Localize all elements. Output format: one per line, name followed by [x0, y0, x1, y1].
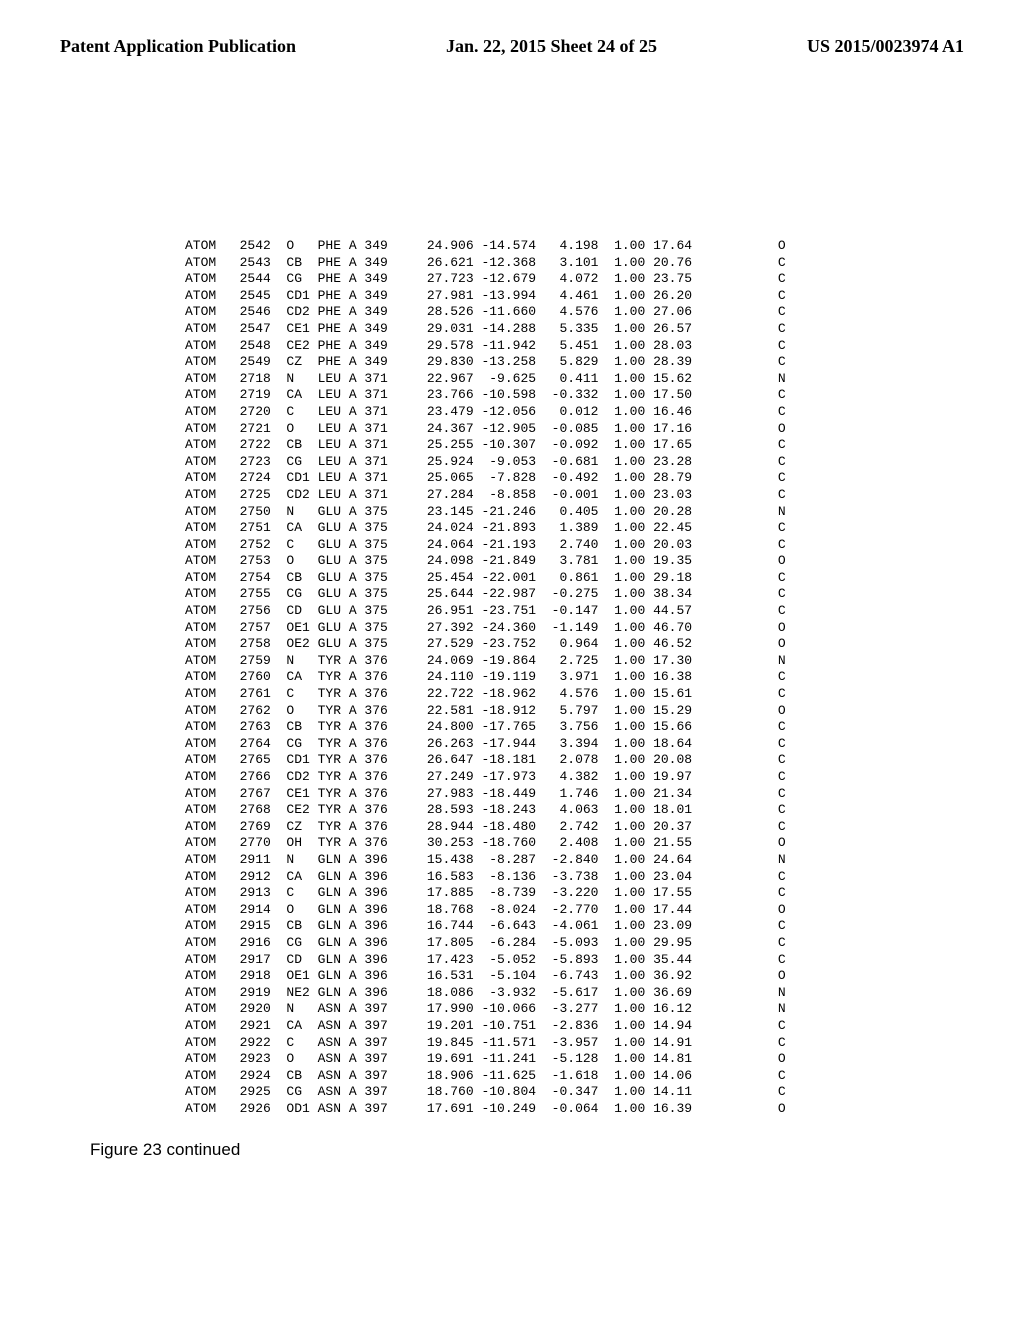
page: Patent Application Publication Jan. 22, … [0, 0, 1024, 1320]
header-right: US 2015/0023974 A1 [807, 36, 964, 57]
figure-caption: Figure 23 continued [90, 1140, 240, 1160]
atom-record-block: ATOM 2542 O PHE A 349 24.906 -14.574 4.1… [185, 238, 786, 1117]
header-center: Jan. 22, 2015 Sheet 24 of 25 [446, 36, 657, 57]
page-header: Patent Application Publication Jan. 22, … [0, 36, 1024, 57]
header-left: Patent Application Publication [60, 36, 296, 57]
